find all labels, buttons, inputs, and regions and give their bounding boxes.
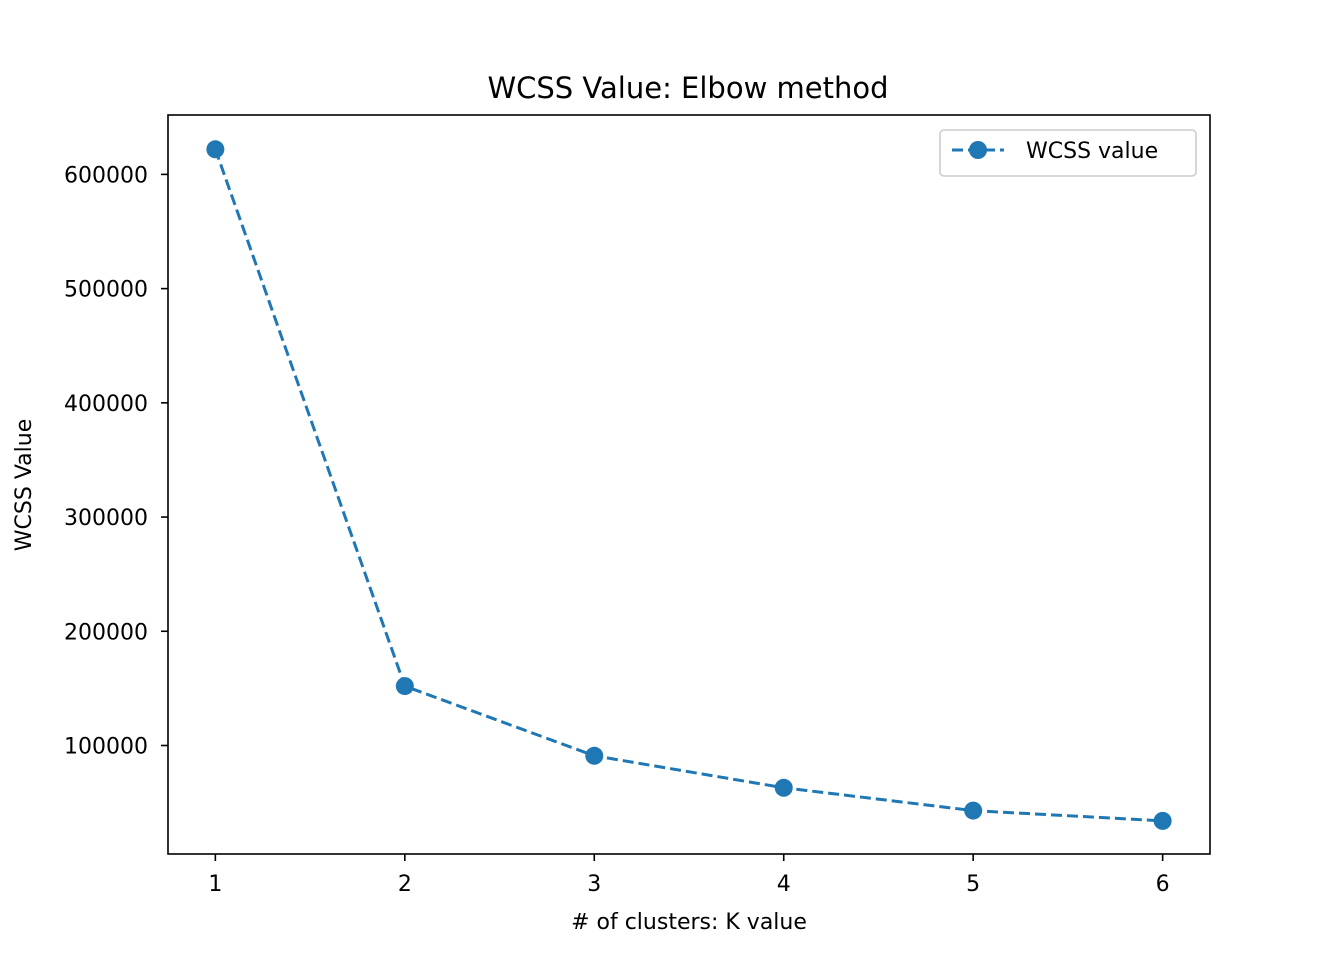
data-point (206, 140, 225, 159)
x-tick-label: 4 (777, 872, 791, 897)
plot-frame (167, 114, 1211, 855)
legend-marker-sample (969, 141, 987, 159)
legend: WCSS value (939, 129, 1197, 177)
data-point (964, 801, 983, 820)
y-axis-label: WCSS Value (12, 419, 37, 551)
y-tick-label: 300000 (64, 506, 148, 531)
legend-box (939, 129, 1197, 177)
chart-title: WCSS Value: Elbow method (487, 71, 888, 105)
data-point (1153, 811, 1172, 830)
x-tick-label: 1 (208, 872, 222, 897)
data-point (395, 677, 414, 696)
y-tick-label: 400000 (64, 392, 148, 417)
y-tick-label: 600000 (64, 163, 148, 188)
data-point (585, 746, 604, 765)
y-tick-label: 100000 (64, 734, 148, 759)
plot-area (206, 140, 1172, 830)
legend-entry-wcss-value: WCSS value (1026, 139, 1158, 164)
y-tick-label: 500000 (64, 278, 148, 303)
y-axis-ticks: 100000 200000 300000 400000 500000 600000 (64, 163, 168, 759)
x-tick-label: 2 (398, 872, 412, 897)
y-tick-label: 200000 (64, 620, 148, 645)
data-point (774, 778, 793, 797)
x-tick-label: 5 (966, 872, 980, 897)
x-tick-label: 3 (587, 872, 601, 897)
x-axis-ticks: 1 2 3 4 5 6 (208, 854, 1170, 897)
x-axis-label: # of clusters: K value (571, 910, 807, 935)
series-line (213, 148, 1163, 823)
x-tick-label: 6 (1156, 872, 1170, 897)
